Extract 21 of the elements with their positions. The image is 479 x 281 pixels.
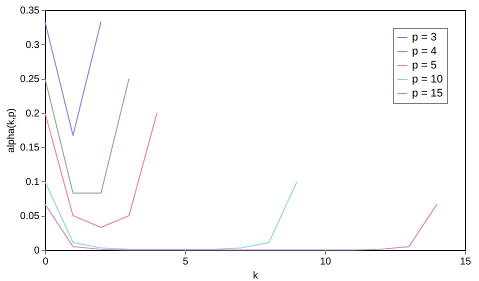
y-tick-label: 0.05 xyxy=(20,211,40,222)
legend-label: p = 10 xyxy=(412,74,443,86)
x-tick-label: 15 xyxy=(460,256,472,268)
line-series xyxy=(44,204,438,250)
y-tick-label: 0.2 xyxy=(26,108,40,120)
legend-label: p = 4 xyxy=(412,46,437,58)
y-tick-label: 0.1 xyxy=(26,176,40,188)
y-tick-label: 0.35 xyxy=(20,6,40,16)
y-tick-label: 0.25 xyxy=(20,74,40,86)
legend-label: p = 5 xyxy=(412,60,437,72)
y-tick-label: 0.15 xyxy=(20,142,40,154)
y-tick-label: 0 xyxy=(34,246,40,256)
x-axis-title: k xyxy=(253,270,259,281)
legend-label: p = 3 xyxy=(412,32,437,44)
line-series xyxy=(44,180,298,250)
x-tick-label: 5 xyxy=(182,256,189,268)
legend-label: p = 15 xyxy=(412,88,443,100)
x-tick-label: 0 xyxy=(42,256,49,268)
x-tick-label: 10 xyxy=(320,256,332,268)
y-tick-label: 0.3 xyxy=(26,40,40,51)
y-axis-title: alpha(k,p) xyxy=(6,108,18,153)
